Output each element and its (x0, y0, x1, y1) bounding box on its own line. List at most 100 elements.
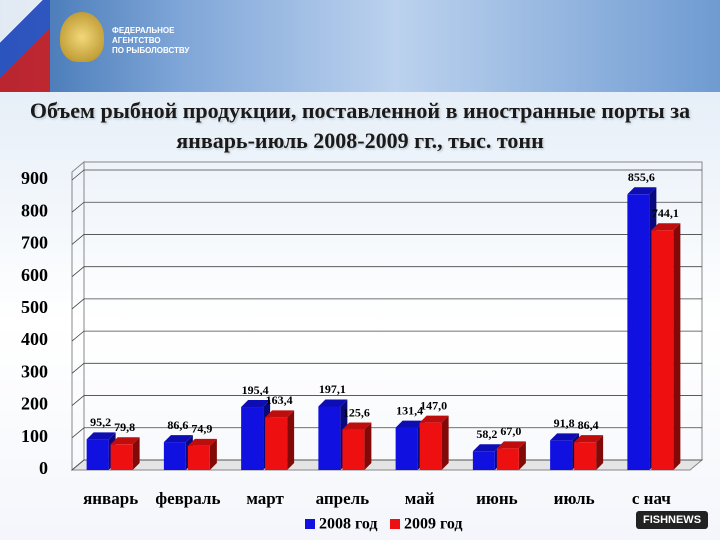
bar-top (110, 437, 140, 445)
y-tick-label: 100 (21, 426, 48, 446)
y-tick-label: 700 (21, 233, 48, 253)
bar-side (364, 422, 372, 470)
x-tick-label: февраль (155, 489, 220, 508)
x-tick-label: май (405, 489, 435, 508)
value-label: 86,4 (578, 418, 599, 432)
value-label: 74,9 (191, 422, 212, 436)
grid-line (71, 201, 702, 213)
bar-side (287, 410, 295, 470)
grid-line (71, 395, 702, 406)
grid-line (71, 330, 702, 342)
bar-top (550, 433, 580, 441)
grid-line (71, 266, 702, 277)
bar (550, 440, 573, 470)
grid-line (71, 298, 702, 310)
back-wall (83, 161, 703, 461)
legend-label: 2008 год (319, 516, 378, 533)
bar (318, 406, 341, 470)
bar (241, 407, 264, 470)
bar-side (673, 223, 681, 470)
bar-top (163, 435, 193, 443)
bar (574, 442, 597, 470)
grid-line (71, 234, 702, 245)
logo: FISHNEWS (636, 511, 708, 529)
y-tick-label: 0 (39, 458, 48, 478)
grid-line (71, 427, 702, 439)
bar-top (86, 432, 116, 440)
legend-label: 2009 год (404, 516, 463, 533)
bar-side (518, 441, 526, 470)
side-wall (71, 160, 85, 472)
value-label: 147,0 (420, 398, 447, 412)
legend-swatch (390, 519, 400, 529)
value-label: 58,2 (476, 427, 497, 441)
value-label: 197,1 (319, 382, 346, 396)
bar (627, 194, 650, 470)
y-tick-label: 600 (21, 265, 48, 285)
bar-top (342, 422, 372, 430)
x-tick-label: июнь (476, 489, 518, 508)
bar-top (496, 441, 526, 449)
value-label: 86,6 (167, 418, 188, 432)
bar (472, 451, 495, 470)
flag (0, 0, 50, 92)
x-tick-label: июль (554, 489, 595, 508)
bar-top (574, 435, 604, 443)
x-tick-label: март (246, 489, 284, 508)
y-tick-label: 200 (21, 394, 48, 414)
y-tick-label: 500 (21, 297, 48, 317)
y-tick-label: 900 (21, 168, 48, 188)
x-tick-label: с нач (632, 489, 671, 508)
grid-line (71, 362, 702, 374)
bar (419, 422, 442, 470)
y-tick-label: 300 (21, 361, 48, 381)
bar-top (627, 187, 657, 195)
bar-top (265, 410, 295, 418)
bar-top (187, 438, 217, 446)
emblem (60, 12, 104, 62)
value-label: 125,6 (343, 405, 370, 419)
bar-top (472, 444, 502, 452)
bar-side (441, 415, 449, 470)
bar-top (395, 420, 425, 428)
bar (163, 442, 186, 470)
bar (187, 445, 210, 470)
value-label: 67,0 (500, 424, 521, 438)
bar-top (318, 399, 348, 407)
bar (496, 448, 519, 470)
bar (395, 427, 418, 470)
bar (342, 429, 365, 470)
bar-side (596, 435, 604, 470)
x-tick-label: январь (83, 489, 138, 508)
bar-top (419, 415, 449, 423)
agency-line: ФЕДЕРАЛЬНОЕ (112, 26, 175, 35)
value-label: 91,8 (554, 416, 575, 430)
x-tick-label: апрель (316, 489, 370, 508)
value-label: 163,4 (266, 393, 293, 407)
agency-line: АГЕНТСТВО (112, 36, 161, 45)
value-label: 855,6 (628, 170, 655, 184)
value-label: 79,8 (114, 420, 135, 434)
bar-top (241, 400, 271, 408)
agency-line: ПО РЫБОЛОВСТВУ (112, 46, 190, 55)
header-banner: ФЕДЕРАЛЬНОЕ АГЕНТСТВО ПО РЫБОЛОВСТВУ (0, 0, 720, 92)
bar (86, 439, 109, 470)
chart-title: Объем рыбной продукции, поставленной в и… (29, 98, 691, 153)
grid-line (71, 169, 702, 181)
value-label: 95,2 (90, 415, 111, 429)
bar-side (132, 437, 140, 470)
agency-name: ФЕДЕРАЛЬНОЕ АГЕНТСТВО ПО РЫБОЛОВСТВУ (112, 26, 189, 56)
bar (110, 444, 133, 470)
bar (265, 417, 288, 470)
legend-swatch (305, 519, 315, 529)
value-label: 131,4 (396, 403, 423, 417)
bar-side (209, 438, 217, 470)
value-label: 744,1 (652, 206, 679, 220)
value-label: 195,4 (242, 383, 269, 397)
bar (651, 230, 674, 470)
y-tick-label: 800 (21, 200, 48, 220)
y-tick-label: 400 (21, 329, 48, 349)
bar-top (651, 223, 681, 231)
